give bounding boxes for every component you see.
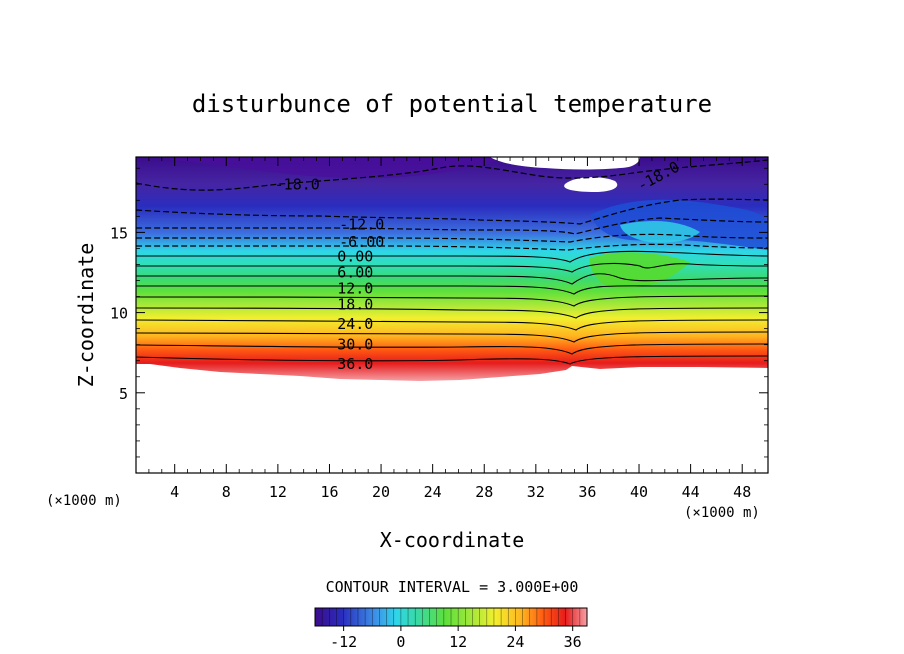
green-patch <box>589 252 690 289</box>
x-axis-title: X-coordinate <box>380 528 525 552</box>
chart-title: disturbunce of potential temperature <box>192 90 712 118</box>
x-tick-label: 12 <box>269 483 287 501</box>
x-tick-label: 20 <box>372 483 390 501</box>
z-tick-label: 10 <box>110 305 128 323</box>
x-tick-label: 8 <box>222 483 231 501</box>
x-tick-label: 44 <box>682 483 700 501</box>
x-tick-label: 32 <box>527 483 545 501</box>
x-tick-label: 48 <box>733 483 751 501</box>
z-tick-label: 15 <box>110 224 128 242</box>
plot-area <box>136 157 768 381</box>
z-ticks: 5 10 15 <box>110 167 768 458</box>
x-tick-label: 24 <box>424 483 442 501</box>
missing-region <box>490 157 640 170</box>
contour-label: 30.0 <box>337 336 373 354</box>
z-tick-label: 5 <box>119 385 128 403</box>
contour-label: 6.00 <box>337 263 373 281</box>
x-tick-label: 16 <box>320 483 338 501</box>
cold-pocket <box>170 157 500 179</box>
plot-frame <box>135 156 769 474</box>
positive-contours <box>136 250 768 365</box>
z-axis-title: Z-coordinate <box>74 243 98 388</box>
x-ticks: 4 8 12 16 20 24 28 32 36 40 44 48 <box>135 157 769 501</box>
x-tick-label: 40 <box>630 483 648 501</box>
contour-label: 36.0 <box>337 355 373 373</box>
cyan-patch <box>620 220 700 243</box>
colorbar-divisions <box>314 608 588 626</box>
contour-label: 0.00 <box>337 247 373 265</box>
contour-interval-text: CONTOUR INTERVAL = 3.000E+00 <box>326 578 579 596</box>
x-tick-label: 28 <box>475 483 493 501</box>
colorbar-tick-label: 36 <box>564 633 582 651</box>
contour-label: -12.0 <box>339 215 384 233</box>
contour-label: 24.0 <box>337 315 373 333</box>
colorbar-tick-label: -12 <box>330 633 357 651</box>
colorbar-tick-label: 24 <box>506 633 524 651</box>
colorbar-tick-label: 12 <box>449 633 467 651</box>
x-tick-label: 4 <box>170 483 179 501</box>
missing-region-2 <box>564 177 618 192</box>
contour-label: -6.00 <box>339 233 384 251</box>
contour-label: 18.0 <box>337 296 373 314</box>
negative-contours <box>136 159 768 251</box>
contour-label: 12.0 <box>337 280 373 298</box>
x-unit-label: (×1000 m) <box>684 505 760 521</box>
colorbar-ticks: -12 0 12 24 36 <box>330 626 582 651</box>
x-tick-label: 36 <box>578 483 596 501</box>
colorbar-tick-label: 0 <box>396 633 405 651</box>
contour-label: -18.0 <box>275 175 320 193</box>
z-unit-label: (×1000 m) <box>46 493 122 509</box>
